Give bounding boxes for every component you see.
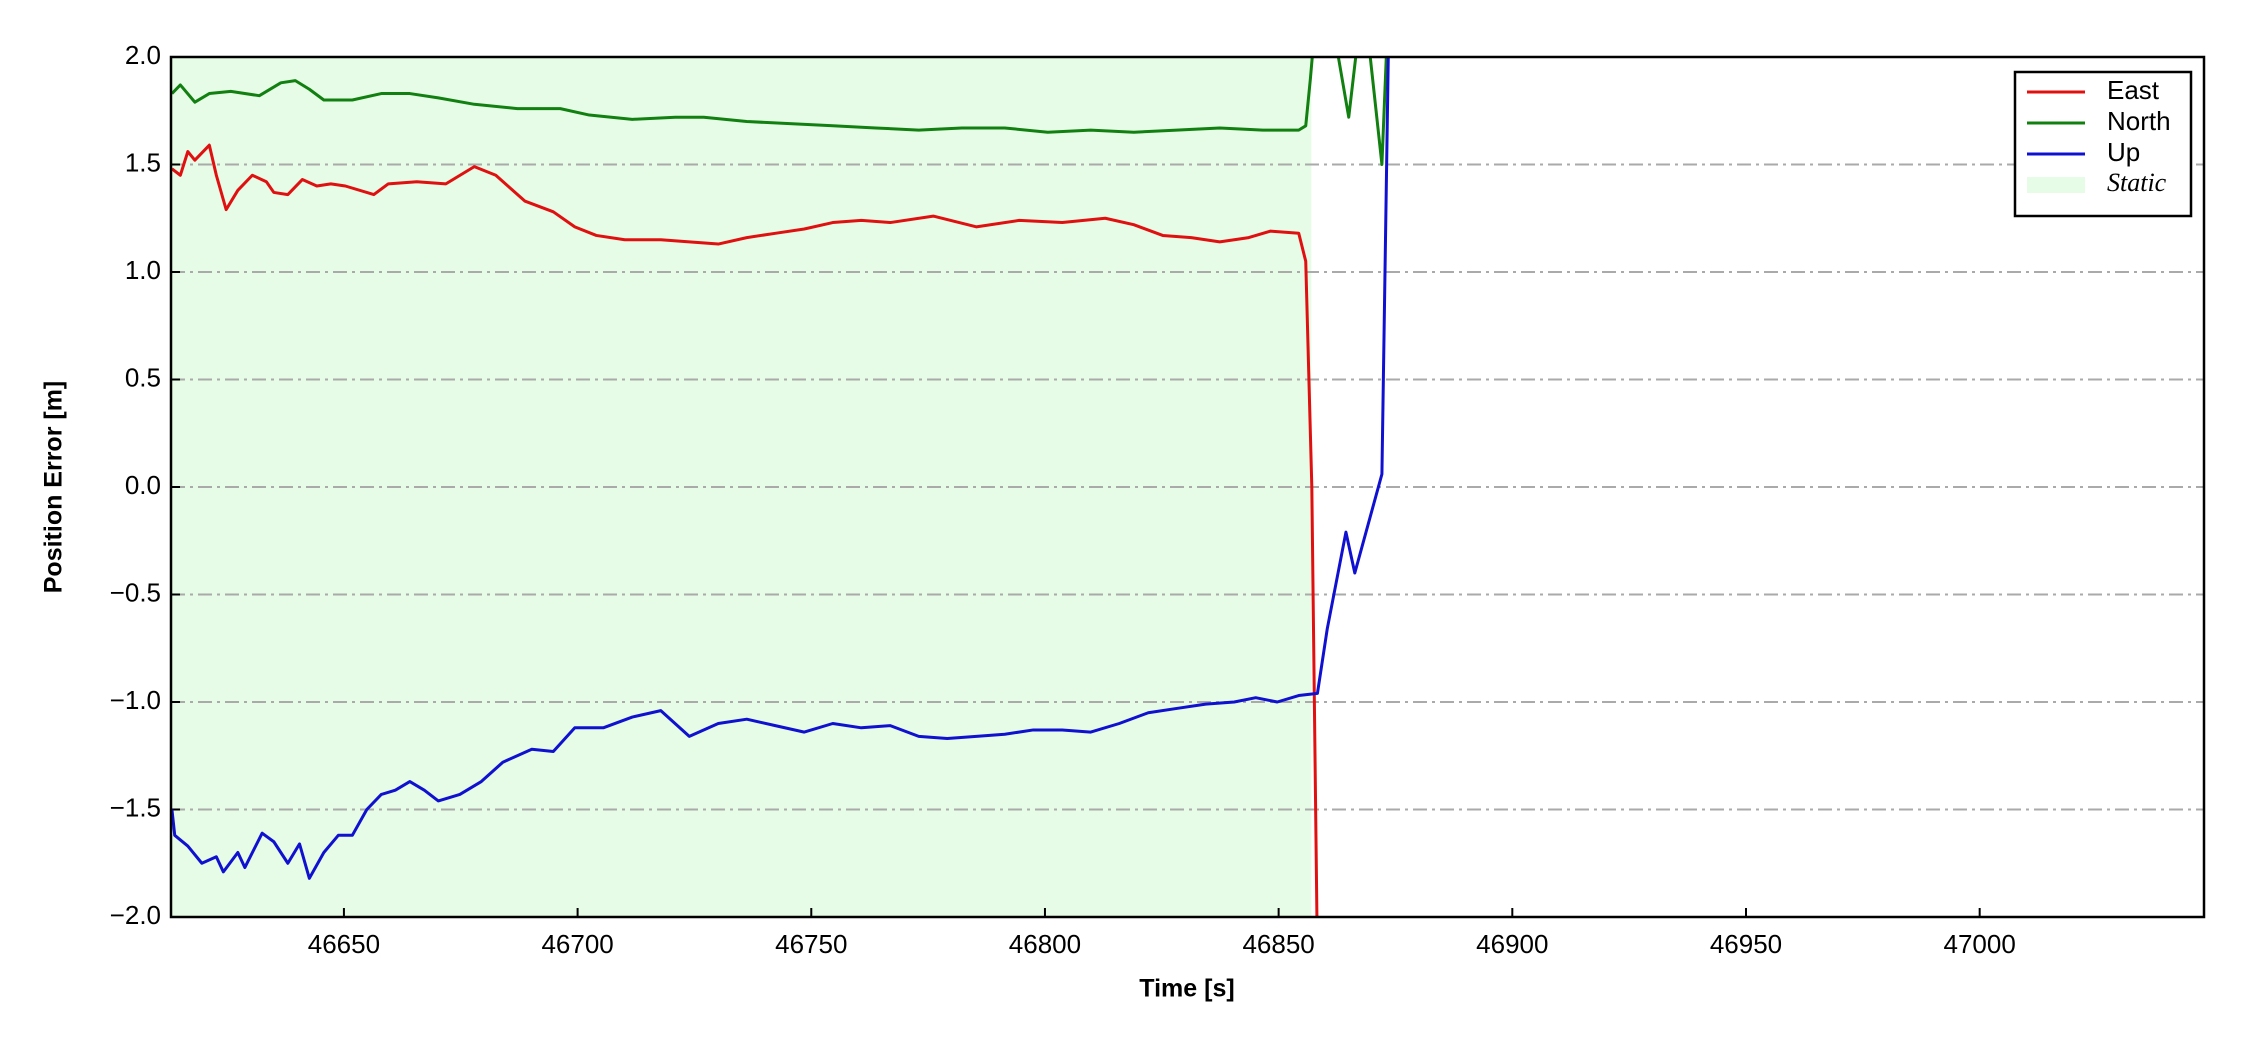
series-line <box>171 57 1390 880</box>
x-tick-label: 46800 <box>1009 929 1081 959</box>
y-axis-title: Position Error [m] <box>40 381 68 594</box>
x-tick-label: 46850 <box>1242 929 1314 959</box>
x-tick-label: 46700 <box>541 929 613 959</box>
legend-label: North <box>2107 106 2171 136</box>
legend-label: Static <box>2107 168 2167 197</box>
x-tick-label: 46900 <box>1476 929 1548 959</box>
series-line <box>171 143 1319 917</box>
y-tick-label: −1.5 <box>110 792 161 822</box>
legend-label: Up <box>2107 137 2140 167</box>
y-tick-label: 0.5 <box>125 362 161 392</box>
y-tick-label: 1.0 <box>125 255 161 285</box>
x-tick-label: 46650 <box>308 929 380 959</box>
y-tick-label: 2.0 <box>125 40 161 70</box>
x-tick-label: 46950 <box>1710 929 1782 959</box>
y-tick-label: 1.5 <box>125 147 161 177</box>
legend-label: East <box>2107 75 2160 105</box>
x-axis-title: Time [s] <box>1139 975 1234 1003</box>
series-line <box>171 57 1388 166</box>
y-tick-label: −0.5 <box>110 577 161 607</box>
plot-lines <box>171 57 1390 917</box>
y-tick-label: −1.0 <box>110 685 161 715</box>
y-tick-label: 0.0 <box>125 470 161 500</box>
x-tick-label: 47000 <box>1944 929 2016 959</box>
legend-swatch <box>2027 177 2085 193</box>
y-tick-label: −2.0 <box>110 900 161 930</box>
plot-frame <box>169 55 2206 919</box>
x-tick-label: 46750 <box>775 929 847 959</box>
